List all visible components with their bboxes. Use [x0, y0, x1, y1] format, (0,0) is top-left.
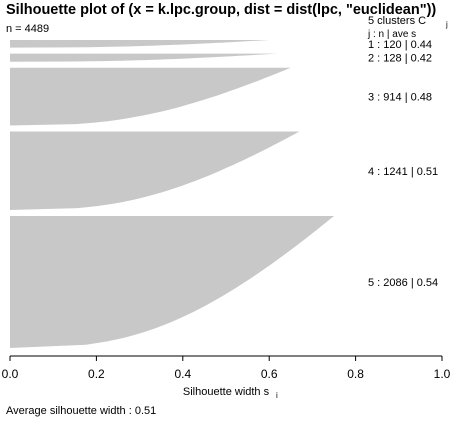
x-axis-label-sub: i — [276, 391, 278, 400]
x-tick-label-0: 0.0 — [2, 367, 19, 381]
legend-columns: j : n | ave s — [367, 29, 416, 40]
x-tick-label-4: 0.8 — [347, 367, 364, 381]
silhouette-bar-cluster-3 — [10, 67, 291, 126]
legend-header-sub: j — [445, 20, 448, 29]
n-label: n = 4489 — [6, 23, 50, 35]
cluster-label-4: 4 : 1241 | 0.51 — [368, 166, 438, 178]
chart-title: Silhouette plot of (x = k.lpc.group, dis… — [6, 2, 437, 18]
cluster-label-1: 1 : 120 | 0.44 — [368, 39, 432, 51]
cluster-label-3: 3 : 914 | 0.48 — [368, 92, 432, 104]
x-tick-label-2: 0.4 — [174, 367, 191, 381]
average-silhouette-label: Average silhouette width : 0.51 — [6, 405, 157, 417]
silhouette-bar-cluster-5 — [10, 216, 334, 348]
legend-header: 5 clusters C — [368, 15, 426, 27]
silhouette-bar-cluster-4 — [10, 131, 300, 211]
x-tick-label-3: 0.6 — [261, 367, 278, 381]
silhouette-bar-cluster-2 — [10, 53, 278, 62]
cluster-label-5: 5 : 2086 | 0.54 — [368, 277, 438, 289]
silhouette-bar-cluster-1 — [10, 40, 270, 48]
x-axis-label: Silhouette width s — [183, 386, 270, 398]
cluster-label-2: 2 : 128 | 0.42 — [368, 53, 432, 65]
x-tick-label-1: 0.2 — [88, 367, 105, 381]
x-tick-label-5: 1.0 — [434, 367, 451, 381]
